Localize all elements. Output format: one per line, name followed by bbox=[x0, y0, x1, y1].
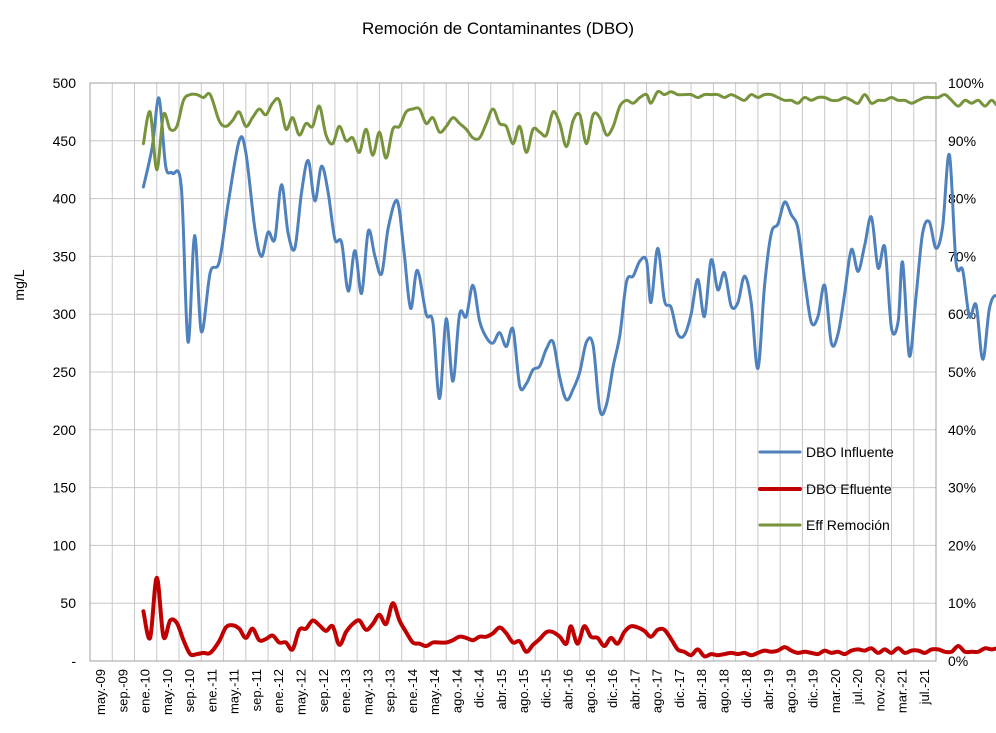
x-axis-ticks: may.-09 sep.-09 ene.-10 may.-10 sep.-10 ene.-… bbox=[93, 669, 932, 715]
chart-title: Remoción de Contaminantes (DBO) bbox=[362, 19, 634, 38]
x-tick-label: sep.-11 bbox=[249, 669, 264, 711]
y2-tick-label: 20% bbox=[948, 537, 976, 553]
series-line-dbo-influente bbox=[141, 96, 996, 417]
y-tick-label: 450 bbox=[53, 133, 77, 149]
x-tick-label: sep.-13 bbox=[383, 669, 398, 712]
y-tick-label: - bbox=[71, 653, 76, 669]
x-tick-label: ene.-14 bbox=[405, 669, 420, 713]
y2-tick-label: 100% bbox=[948, 75, 984, 91]
x-tick-label: dic.-18 bbox=[739, 669, 754, 708]
y-tick-label: 50 bbox=[60, 595, 76, 611]
x-tick-label: may.-12 bbox=[294, 669, 309, 715]
y2-tick-label: 30% bbox=[948, 480, 976, 496]
x-tick-label: mar.-20 bbox=[828, 669, 843, 713]
x-tick-label: may.-10 bbox=[160, 669, 175, 715]
x-tick-label: ago.-18 bbox=[717, 669, 732, 713]
x-tick-label: dic.-17 bbox=[672, 669, 687, 708]
x-tick-label: dic.-16 bbox=[605, 669, 620, 708]
legend-label-dbo-influente: DBO Influente bbox=[806, 444, 894, 460]
x-tick-label: dic.-15 bbox=[538, 669, 553, 708]
y-tick-label: 400 bbox=[53, 191, 77, 207]
plot-frame bbox=[89, 82, 937, 662]
x-tick-label: mar.-21 bbox=[895, 669, 910, 713]
x-tick-label: ene.-13 bbox=[338, 669, 353, 713]
x-tick-label: ago.-15 bbox=[516, 669, 531, 713]
x-tick-label: ene.-11 bbox=[204, 669, 219, 712]
legend-label-eff-remocion: Eff Remoción bbox=[806, 517, 890, 533]
x-tick-label: dic.-19 bbox=[806, 669, 821, 708]
y-axis-label: mg/L bbox=[11, 269, 27, 300]
y-tick-label: 300 bbox=[53, 306, 77, 322]
x-tick-label: sep.-10 bbox=[182, 669, 197, 712]
y2-tick-label: 50% bbox=[948, 364, 976, 380]
series-line-eff-remocion bbox=[141, 89, 996, 172]
y2-tick-label: 90% bbox=[948, 133, 976, 149]
x-tick-label: may.-11 bbox=[227, 669, 242, 714]
x-tick-label: abr.-15 bbox=[494, 669, 509, 709]
y-tick-label: 350 bbox=[53, 248, 77, 264]
x-tick-label: may.-14 bbox=[427, 669, 442, 715]
legend-label-dbo-efluente: DBO Efluente bbox=[806, 481, 892, 497]
legend: DBO Influente DBO Efluente Eff Remoción bbox=[758, 444, 894, 533]
x-tick-label: sep.-12 bbox=[316, 669, 331, 712]
x-tick-label: abr.-17 bbox=[627, 669, 642, 709]
y2-tick-label: 80% bbox=[948, 191, 976, 207]
y2-tick-label: 70% bbox=[948, 248, 976, 264]
gridlines bbox=[89, 82, 937, 662]
y-tick-label: 100 bbox=[53, 537, 77, 553]
x-tick-label: nov.-20 bbox=[872, 669, 887, 711]
x-tick-label: ago.-16 bbox=[583, 669, 598, 713]
x-tick-label: ago.-14 bbox=[449, 669, 464, 713]
x-tick-label: jul.-21 bbox=[917, 669, 932, 705]
y-tick-label: 250 bbox=[53, 364, 77, 380]
y2-tick-label: 10% bbox=[948, 595, 976, 611]
y-tick-label: 150 bbox=[53, 480, 77, 496]
x-tick-label: ago.-19 bbox=[783, 669, 798, 713]
x-tick-label: may.-13 bbox=[360, 669, 375, 715]
plot-border bbox=[89, 82, 937, 662]
x-tick-label: abr.-19 bbox=[761, 669, 776, 709]
x-tick-label: dic.-14 bbox=[472, 669, 487, 708]
x-tick-label: abr.-16 bbox=[561, 669, 576, 709]
y2-axis-ticks: 0%10%20%30%40%50%60%70%80%90%100% bbox=[948, 75, 984, 669]
x-tick-label: ene.-10 bbox=[138, 669, 153, 713]
x-tick-label: ago.-17 bbox=[650, 669, 665, 713]
series-line-dbo-efluente bbox=[141, 575, 996, 659]
series-lines bbox=[141, 89, 996, 659]
x-tick-label: ene.-12 bbox=[271, 669, 286, 713]
x-tick-label: sep.-09 bbox=[115, 669, 130, 712]
y2-tick-label: 40% bbox=[948, 422, 976, 438]
x-tick-label: abr.-18 bbox=[694, 669, 709, 709]
x-tick-label: may.-09 bbox=[93, 669, 108, 715]
y-tick-label: 200 bbox=[53, 422, 77, 438]
y-tick-label: 500 bbox=[53, 75, 77, 91]
y-axis-ticks: - 50 100 150 200 250 300 350 400 450 500 bbox=[53, 75, 77, 669]
x-tick-label: jul.-20 bbox=[850, 669, 865, 705]
y2-tick-label: 0% bbox=[948, 653, 968, 669]
